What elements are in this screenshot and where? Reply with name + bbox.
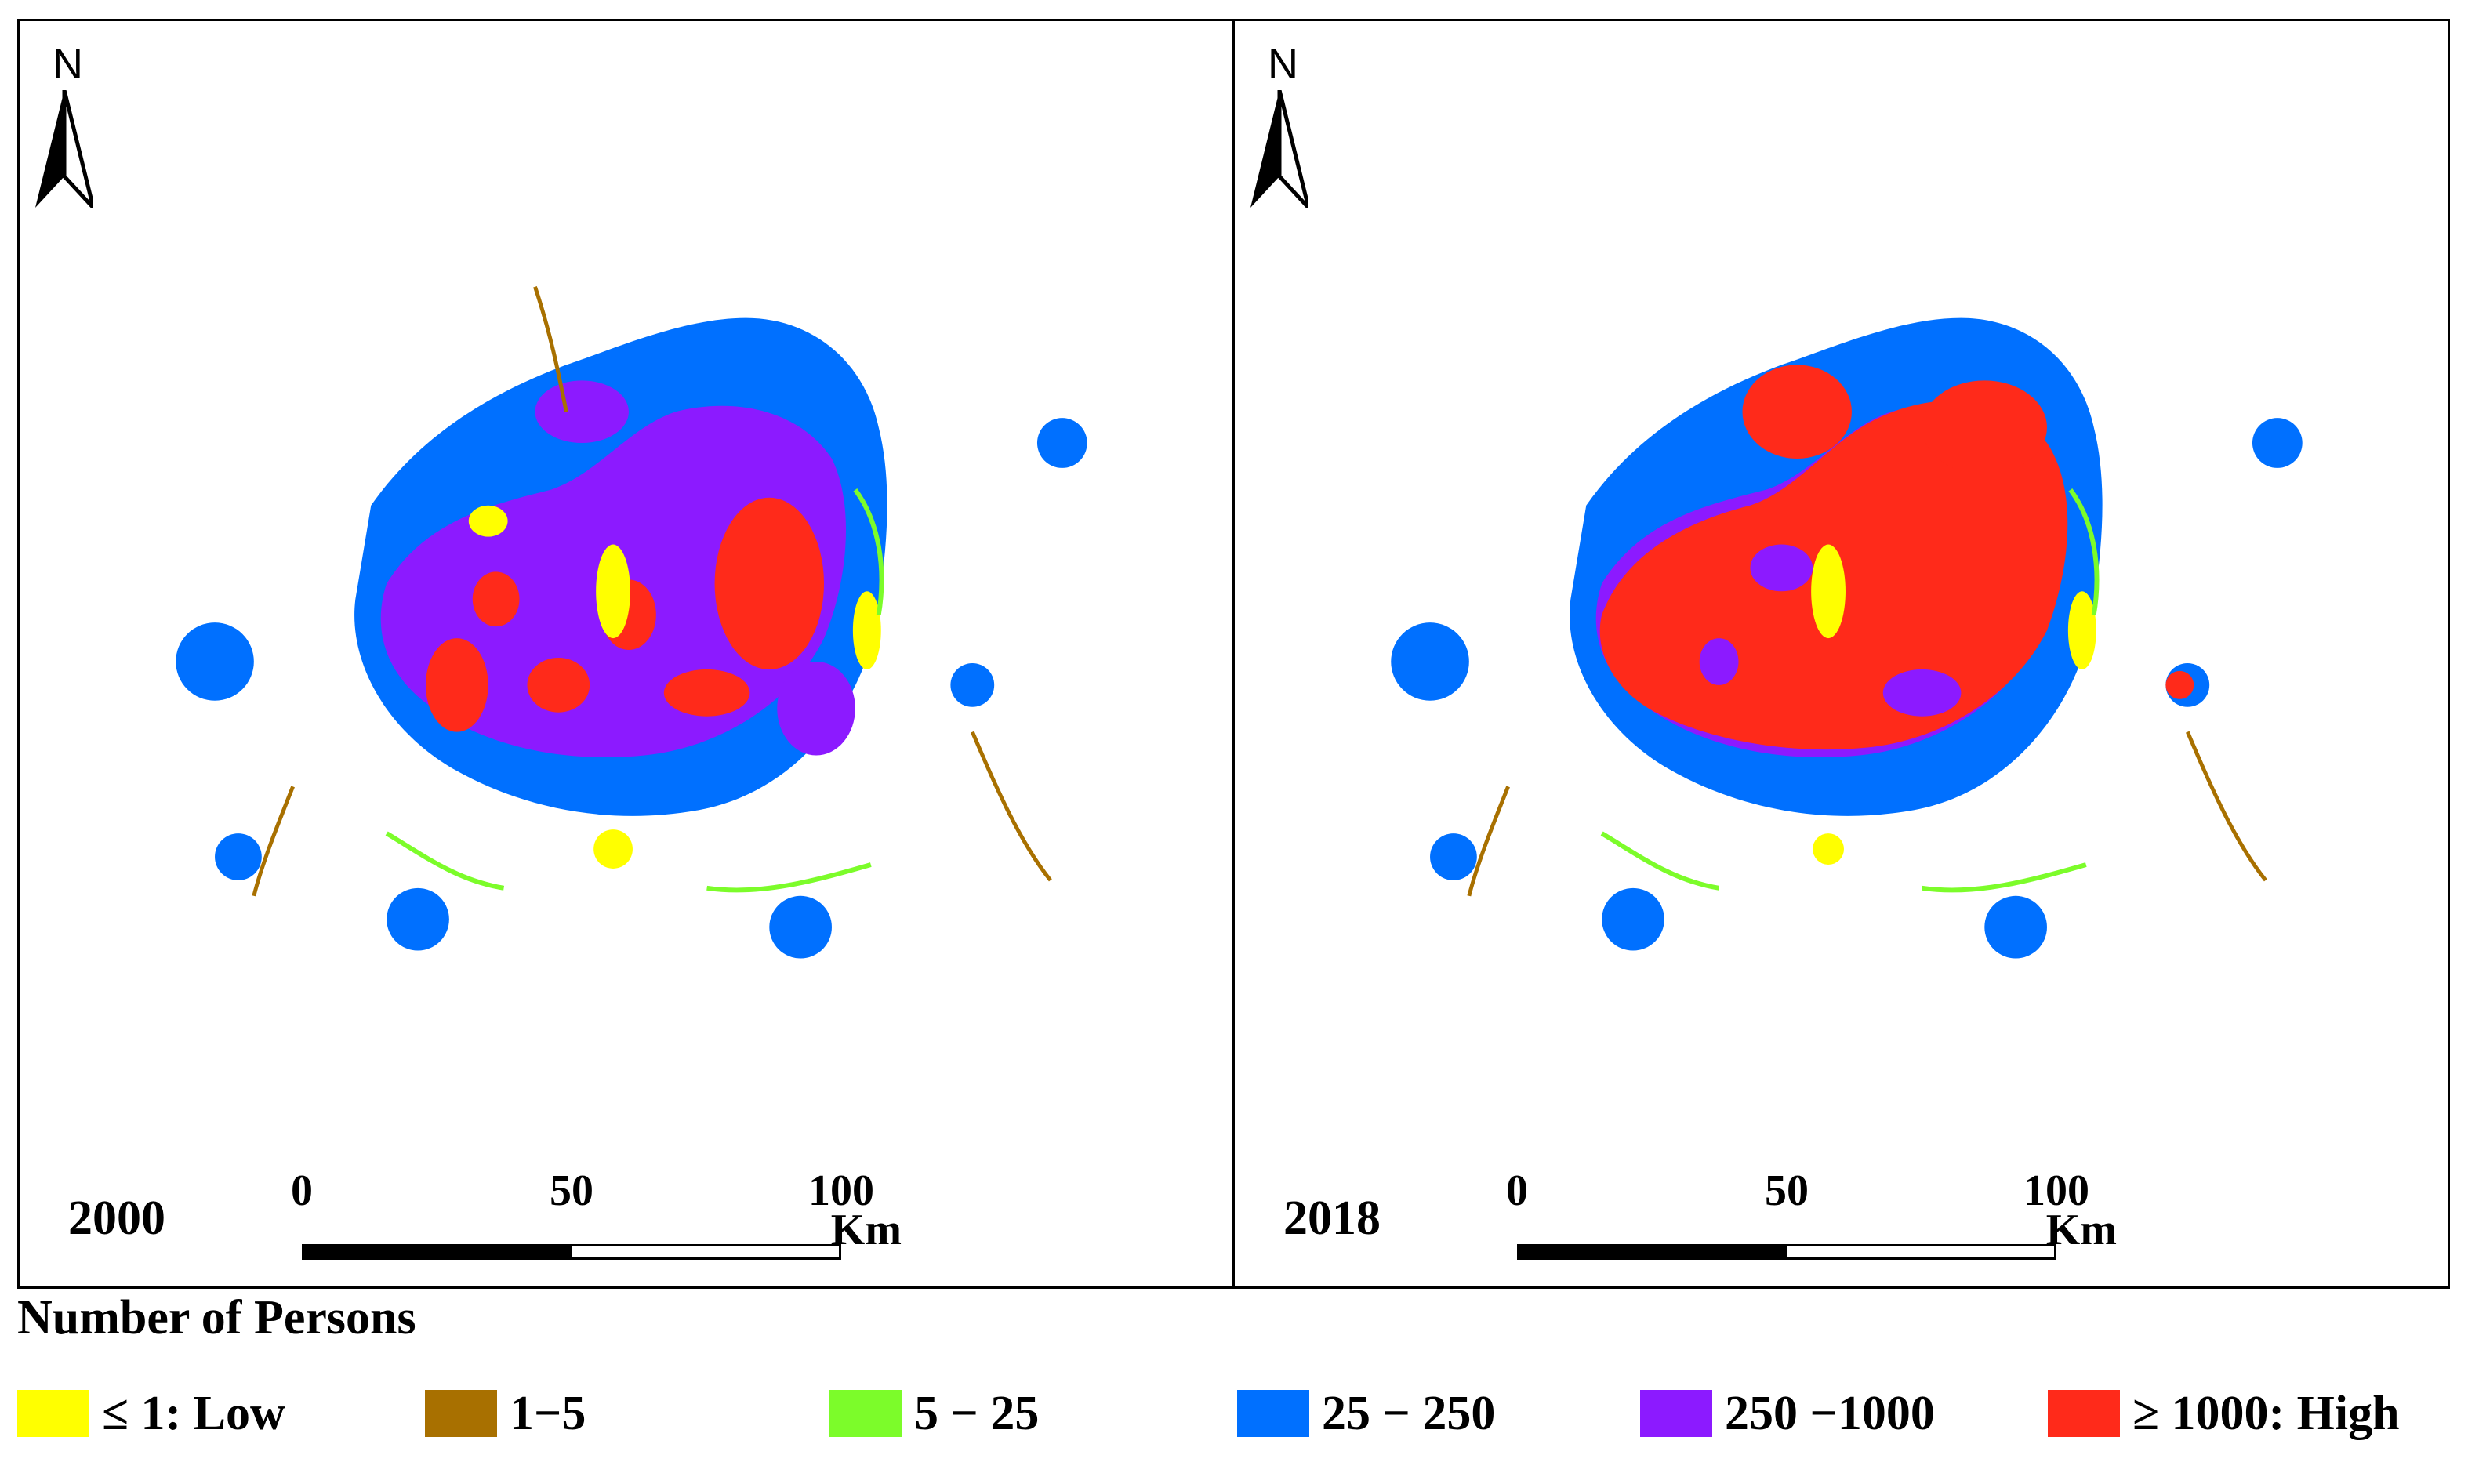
urban-area-red bbox=[425, 497, 825, 732]
legend-item-high: ≥ 1000: High bbox=[2048, 1386, 2400, 1441]
scale-tick-50: 50 bbox=[1765, 1167, 1809, 1215]
legend-item-5-25: 5 − 25 bbox=[829, 1386, 1039, 1441]
scale-bar: 0 50 100 Km bbox=[291, 1166, 913, 1260]
scale-tick-100: 100 bbox=[2023, 1167, 2089, 1215]
north-label: N bbox=[53, 41, 83, 88]
scale-bar: 0 50 100 Km bbox=[1506, 1166, 2129, 1260]
legend-label: ≤ 1: Low bbox=[102, 1386, 285, 1440]
scale-bar-graphic bbox=[1517, 1244, 2056, 1260]
legend-label: 1−5 bbox=[510, 1386, 586, 1440]
scale-unit: Km bbox=[2045, 1206, 2117, 1254]
swatch-blue bbox=[1237, 1390, 1309, 1437]
north-label: N bbox=[1268, 41, 1298, 88]
urban-area-purple-inner bbox=[1699, 544, 1962, 717]
north-arrow-icon bbox=[1250, 90, 1308, 208]
urban-area-green bbox=[385, 488, 884, 893]
legend-item-250-1000: 250 −1000 bbox=[1640, 1386, 1935, 1441]
swatch-yellow bbox=[17, 1390, 89, 1437]
legend-item-low: ≤ 1: Low bbox=[17, 1386, 285, 1441]
population-map-2000 bbox=[176, 286, 1087, 959]
urban-area-yellow bbox=[468, 505, 881, 869]
scale-unit: Km bbox=[830, 1206, 902, 1254]
swatch-brown bbox=[425, 1390, 497, 1437]
population-map-2018 bbox=[1391, 317, 2303, 959]
legend: ≤ 1: Low 1−5 5 − 25 25 − 250 250 −1000 ≥… bbox=[17, 1386, 2450, 1441]
scale-tick-100: 100 bbox=[808, 1167, 874, 1215]
scale-tick-0: 0 bbox=[1506, 1167, 1528, 1215]
swatch-red bbox=[2048, 1390, 2120, 1437]
year-label: 2018 bbox=[1283, 1192, 1381, 1245]
urban-area-green bbox=[1600, 488, 2100, 893]
urban-area-yellow bbox=[1811, 544, 2096, 865]
map-panel-2018: N 2018 0 50 100 Km bbox=[1232, 19, 2450, 1289]
legend-title: Number of Persons bbox=[17, 1291, 416, 1344]
scale-bar-graphic bbox=[302, 1244, 841, 1260]
year-label: 2000 bbox=[68, 1192, 165, 1245]
swatch-green bbox=[829, 1390, 902, 1437]
urban-area-brown bbox=[1467, 731, 2267, 897]
legend-item-1-5: 1−5 bbox=[425, 1386, 586, 1441]
legend-label: ≥ 1000: High bbox=[2132, 1386, 2400, 1440]
legend-item-25-250: 25 − 250 bbox=[1237, 1386, 1495, 1441]
legend-label: 250 −1000 bbox=[1725, 1386, 1935, 1440]
north-arrow-icon bbox=[35, 90, 93, 208]
legend-label: 5 − 25 bbox=[914, 1386, 1040, 1440]
map-panel-2000: N 2000 0 50 100 Km bbox=[17, 19, 1235, 1289]
legend-label: 25 − 250 bbox=[1322, 1386, 1496, 1440]
scale-tick-0: 0 bbox=[291, 1167, 313, 1215]
scale-tick-50: 50 bbox=[550, 1167, 593, 1215]
swatch-purple bbox=[1640, 1390, 1712, 1437]
urban-area-brown bbox=[252, 286, 1052, 897]
